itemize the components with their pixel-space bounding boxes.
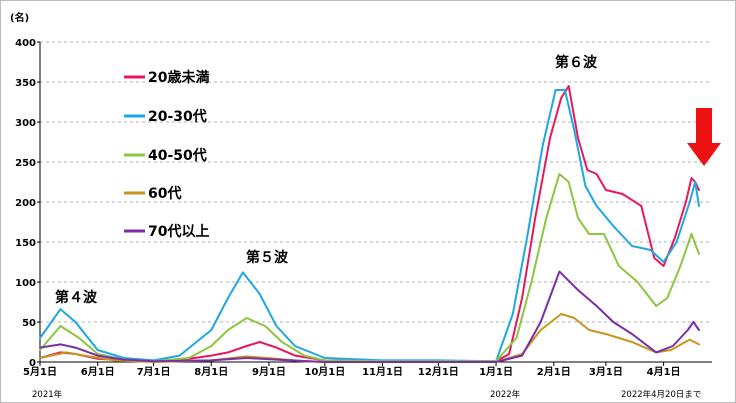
y-tick-label-6: 300: [15, 118, 36, 129]
wave-6-label: 第６波: [555, 54, 598, 71]
x-tick-label-7: 12月1日: [418, 366, 459, 378]
x-tick-label-1: 6月1日: [81, 366, 115, 378]
wave-4-label: 第４波: [55, 289, 98, 306]
series-line-3: [39, 313, 700, 363]
x-tick-label-0: 5月1日: [23, 366, 57, 378]
y-tick-label-1: 50: [22, 318, 36, 329]
y-tick-label-0: 0: [29, 358, 36, 369]
date-range-note: 2022年4月20日まで: [621, 389, 701, 400]
legend-label-1: 20-30代: [148, 108, 207, 125]
series-line-4: [39, 270, 700, 363]
y-tick-label-4: 200: [15, 198, 36, 209]
series-line-0: [39, 85, 700, 363]
legend-label-0: 20歳未満: [148, 69, 209, 86]
wave-5-label: 第５波: [246, 249, 289, 266]
tick-labels: 0 50 100 150 200 250 300 350 400 5月1日 6月1日 7月1日 8月1日…: [15, 38, 680, 378]
y-tick-label-5: 250: [15, 158, 36, 169]
y-tick-label-2: 100: [15, 278, 36, 289]
series-layer: [39, 85, 700, 363]
x-tick-label-5: 10月1日: [304, 366, 345, 378]
x-tick-label-11: 4月1日: [647, 366, 681, 378]
axes: [37, 41, 712, 366]
year-note-2022: 2022年: [490, 389, 521, 400]
x-tick-label-8: 1月1日: [479, 366, 513, 378]
y-tick-label-3: 150: [15, 238, 36, 249]
series-line-1: [39, 89, 700, 363]
year-note-2021: 2021年: [32, 389, 63, 400]
x-tick-label-2: 7月1日: [137, 366, 171, 378]
x-tick-label-3: 8月1日: [194, 366, 228, 378]
gridlines: [40, 41, 712, 323]
legend-label-3: 60代: [148, 185, 181, 202]
x-tick-label-6: 11月1日: [362, 366, 403, 378]
y-tick-label-8: 400: [15, 38, 36, 49]
x-tick-label-9: 2月1日: [537, 366, 571, 378]
legend: 20歳未満 20-30代 40-50代 60代 70代以上: [124, 69, 209, 240]
x-tick-label-4: 9月1日: [252, 366, 286, 378]
legend-label-4: 70代以上: [148, 223, 209, 240]
y-unit-label: (名): [10, 11, 29, 24]
x-tick-label-10: 3月1日: [589, 366, 623, 378]
down-arrow-icon: [687, 108, 721, 166]
legend-label-2: 40-50代: [148, 147, 207, 164]
y-tick-label-7: 350: [15, 78, 36, 89]
